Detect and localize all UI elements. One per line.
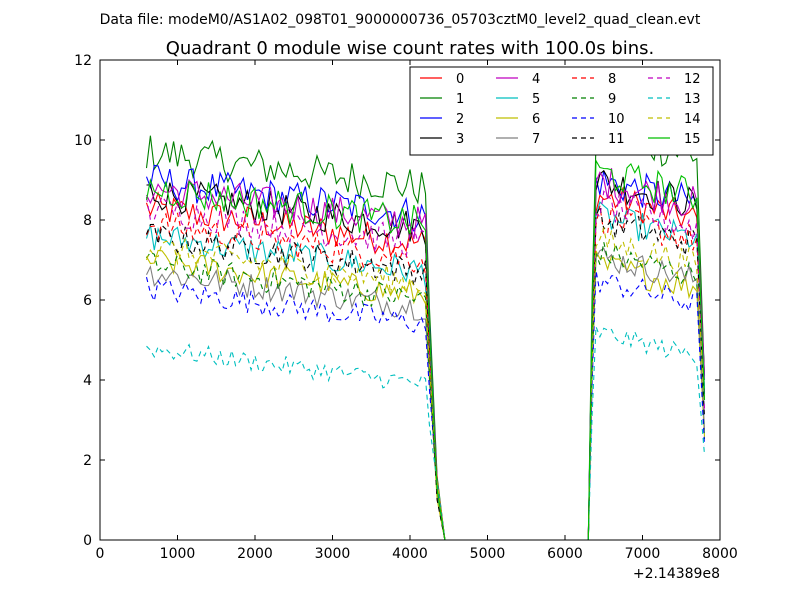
series-line-9 xyxy=(146,242,706,541)
chart-suptitle: Data file: modeM0/AS1A02_098T01_90000007… xyxy=(100,12,701,28)
y-tick-label: 12 xyxy=(74,53,92,69)
x-offset-label: +2.14389e8 xyxy=(633,566,720,582)
x-axis: 0 1000 2000 3000 4000 5000 6000 7000 8000 xyxy=(96,60,738,562)
y-tick-label: 8 xyxy=(83,213,92,229)
series-line-7 xyxy=(146,247,706,541)
legend-label-1: 1 xyxy=(456,92,464,107)
y-tick-label: 2 xyxy=(83,453,92,469)
x-tick-label: 3000 xyxy=(315,546,351,562)
legend-label-9: 9 xyxy=(608,92,616,107)
legend-label-5: 5 xyxy=(532,92,540,107)
series-line-5 xyxy=(145,200,706,541)
legend-label-13: 13 xyxy=(684,92,701,107)
x-tick-label: 1000 xyxy=(160,546,196,562)
legend-label-11: 11 xyxy=(608,132,625,147)
y-tick-label: 0 xyxy=(83,533,92,549)
series-line-11 xyxy=(145,204,706,541)
x-tick-label: 0 xyxy=(96,546,105,562)
series-line-12 xyxy=(145,190,706,541)
legend-label-7: 7 xyxy=(532,132,540,147)
y-tick-label: 6 xyxy=(83,293,92,309)
x-tick-label: 6000 xyxy=(547,546,583,562)
series-line-15 xyxy=(145,158,706,541)
series-lines xyxy=(145,116,706,541)
series-line-13 xyxy=(146,326,706,541)
legend-label-0: 0 xyxy=(456,72,464,87)
series-line-10 xyxy=(145,270,706,541)
x-tick-label: 2000 xyxy=(237,546,273,562)
legend-label-6: 6 xyxy=(532,112,540,127)
legend-label-12: 12 xyxy=(684,72,701,87)
chart-title: Quadrant 0 module wise count rates with … xyxy=(166,38,655,59)
legend-label-4: 4 xyxy=(532,72,540,87)
y-tick-label: 4 xyxy=(83,373,92,389)
legend-label-10: 10 xyxy=(608,112,625,127)
legend-label-14: 14 xyxy=(684,112,701,127)
series-line-3 xyxy=(146,169,706,541)
legend-label-15: 15 xyxy=(684,132,701,147)
series-line-0 xyxy=(145,187,706,541)
series-line-14 xyxy=(145,226,706,541)
legend-label-8: 8 xyxy=(608,72,616,87)
x-tick-label: 4000 xyxy=(392,546,428,562)
x-tick-label: 8000 xyxy=(702,546,738,562)
y-tick-label: 10 xyxy=(74,133,92,149)
legend-label-3: 3 xyxy=(456,132,464,147)
x-tick-label: 7000 xyxy=(625,546,661,562)
plot-area: 0 1000 2000 3000 4000 5000 6000 7000 80000246810… xyxy=(74,53,738,562)
legend-label-2: 2 xyxy=(456,112,464,127)
x-tick-label: 5000 xyxy=(470,546,506,562)
legend-box xyxy=(409,66,714,156)
